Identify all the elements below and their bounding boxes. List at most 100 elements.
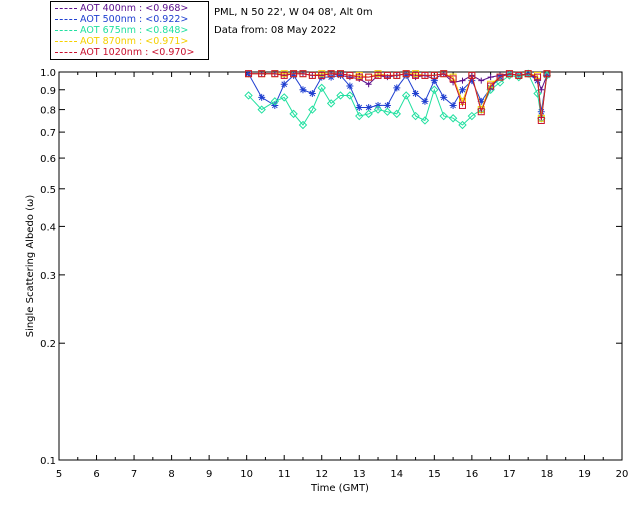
legend: AOT 400nm : <0.968> AOT 500nm : <0.922> AO… [50, 1, 209, 60]
legend-swatch [55, 52, 77, 53]
data-point [430, 85, 439, 94]
data-point [440, 93, 448, 101]
data-point [355, 73, 363, 81]
x-tick-label: 10 [240, 469, 253, 480]
data-point [402, 71, 410, 79]
data-point [346, 82, 354, 90]
x-tick-label: 14 [390, 469, 403, 480]
data-point [280, 71, 288, 79]
series-5 [245, 70, 551, 124]
data-point [318, 71, 326, 79]
location-text: PML, N 50 22', W 04 08', Alt 0m [214, 7, 373, 18]
data-point [421, 97, 429, 105]
data-point [538, 86, 545, 93]
data-point [326, 99, 336, 108]
data-point [537, 108, 545, 116]
data-point [271, 70, 279, 78]
y-tick-label: 0.7 [40, 128, 56, 139]
axis-ticks: 5 6 7 8 9 10 11 12 13 14 15 16 17 18 19 20 0.1 0.2 0.3 0.4 0… [40, 68, 628, 480]
data-point [495, 78, 505, 87]
data-point [514, 72, 523, 82]
data-point [373, 105, 383, 114]
y-tick-label: 0.5 [40, 185, 56, 196]
y-tick-label: 0.3 [40, 271, 56, 282]
data-point [537, 116, 545, 124]
data-point [383, 107, 392, 116]
data-point [317, 83, 326, 93]
y-tick-label: 1.0 [40, 68, 56, 79]
y-tick-label: 0.6 [40, 154, 56, 165]
data-point [439, 111, 448, 121]
data-point [477, 97, 485, 105]
x-tick-label: 19 [578, 469, 591, 480]
data-point [327, 70, 335, 78]
data-point [383, 71, 391, 79]
data-point [392, 109, 402, 119]
x-axis-label: Time (GMT) [310, 483, 369, 494]
data-point [458, 101, 466, 109]
data-point [524, 70, 532, 78]
data-point [412, 71, 420, 79]
data-point [346, 71, 354, 79]
legend-label: AOT 400nm : <0.968> [80, 3, 189, 14]
data-point [505, 70, 513, 78]
data-point [543, 70, 551, 78]
data-point [449, 101, 457, 109]
x-tick-label: 5 [56, 469, 62, 480]
data-point [448, 114, 458, 123]
data-point [487, 74, 494, 81]
data-point [421, 71, 429, 79]
data-point [430, 71, 438, 79]
data-point [290, 70, 298, 78]
data-point [468, 71, 476, 79]
data-point [308, 71, 316, 79]
data-point [279, 93, 289, 102]
legend-swatch [55, 19, 77, 20]
data-point [496, 73, 504, 81]
y-tick-label: 0.8 [40, 106, 56, 117]
data-point [420, 116, 430, 125]
data-point [374, 71, 382, 79]
data-point [299, 70, 307, 78]
x-tick-label: 20 [616, 469, 629, 480]
data-point [337, 71, 344, 79]
data-point [355, 111, 364, 121]
data-point [440, 70, 448, 78]
data-point [364, 109, 373, 119]
data-point [345, 91, 355, 100]
x-tick-label: 9 [206, 469, 212, 480]
data-point [290, 71, 298, 79]
data-point [477, 108, 485, 116]
x-tick-label: 18 [541, 469, 554, 480]
data-point [515, 71, 523, 79]
legend-item: AOT 870nm : <0.971> [55, 36, 188, 47]
data-point [355, 104, 363, 112]
legend-swatch [55, 8, 77, 9]
legend-label: AOT 870nm : <0.971> [80, 36, 189, 47]
data-point [412, 90, 420, 98]
data-point [244, 91, 253, 100]
data-point [289, 109, 298, 119]
data-point [257, 105, 266, 114]
y-tick-label: 0.2 [40, 339, 56, 350]
data-point [280, 80, 288, 88]
y-tick-label: 0.4 [40, 222, 56, 233]
legend-label: AOT 675nm : <0.848> [80, 25, 189, 36]
data-point [478, 77, 485, 84]
data-point [393, 84, 401, 92]
legend-item: AOT 675nm : <0.848> [55, 25, 188, 36]
data-point [365, 104, 373, 112]
plot-frame [58, 71, 623, 461]
x-tick-label: 8 [168, 469, 174, 480]
data-point [337, 70, 344, 78]
data-point [258, 93, 266, 101]
legend-item: AOT 1020nm : <0.970> [55, 47, 194, 58]
data-point [245, 70, 253, 78]
legend-label: AOT 500nm : <0.922> [80, 14, 189, 25]
y-tick-label: 0.9 [40, 86, 56, 97]
data-point [308, 90, 316, 98]
x-tick-label: 7 [131, 469, 137, 480]
series-line [248, 73, 548, 126]
data-point [365, 81, 372, 88]
data-point [458, 86, 466, 94]
